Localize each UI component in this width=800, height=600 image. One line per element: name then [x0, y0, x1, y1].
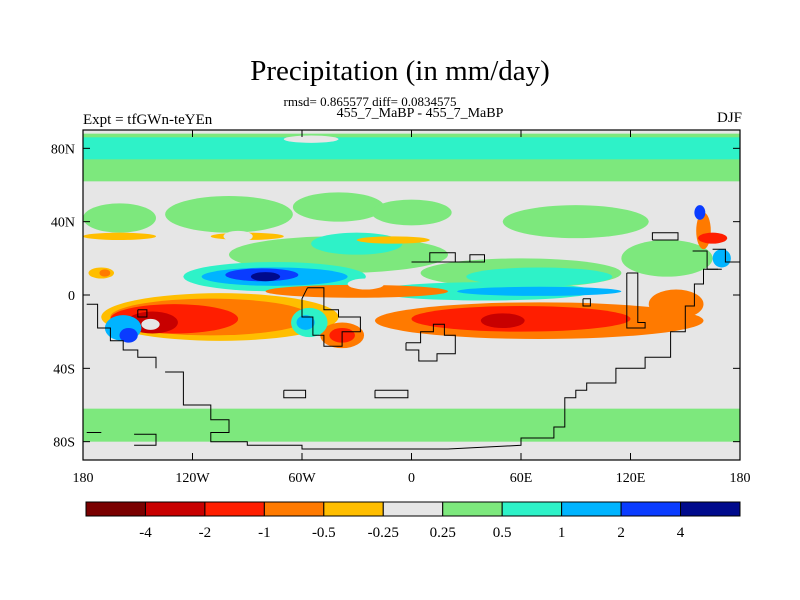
y-axis: 80N 40N 0 40S 80S — [51, 142, 740, 451]
x-tick-label: 60W — [288, 471, 316, 486]
y-tick-label: 40N — [51, 216, 75, 231]
coastline-8 — [134, 433, 157, 446]
field-anomaly-44 — [223, 230, 253, 242]
field-anomaly-3 — [83, 203, 156, 233]
field-anomaly-30 — [296, 315, 315, 330]
field-anomaly-37 — [698, 232, 728, 244]
coastline-5 — [411, 252, 485, 263]
field-anomaly-4 — [165, 196, 293, 233]
field-anomaly-25 — [119, 328, 138, 343]
colorbar-box-4 — [323, 501, 384, 517]
field-anomaly-33 — [480, 313, 525, 328]
x-axis: 180 120W 60W 0 60E 120E 180 — [73, 130, 751, 486]
colorbar-label: -1 — [258, 525, 271, 541]
field-anomaly-5 — [292, 192, 385, 222]
colorbar-label: -4 — [139, 525, 152, 541]
coastline-0 — [86, 303, 157, 369]
colorbar-label: 0.25 — [430, 525, 456, 541]
colorbar-box-0 — [85, 501, 146, 517]
field-band-1 — [83, 137, 740, 160]
colorbar-label: 1 — [558, 525, 566, 541]
stats-line: rmsd= 0.865577 diff= 0.0834575 — [283, 94, 457, 109]
colorbar-box-8 — [561, 501, 622, 517]
colorbar-label: 4 — [677, 525, 685, 541]
colorbar-label: -0.25 — [368, 525, 399, 541]
x-tick-label: 0 — [408, 471, 415, 486]
colorbar-box-1 — [144, 501, 206, 517]
field-anomaly-9 — [311, 232, 403, 255]
coastline-11 — [712, 248, 740, 263]
colorbar-label: 2 — [617, 525, 625, 541]
colorbar-box-3 — [263, 501, 325, 517]
coastline-2 — [165, 268, 722, 450]
field-anomaly-23 — [141, 318, 160, 330]
x-tick-label: 180 — [73, 471, 94, 486]
y-tick-label: 0 — [68, 289, 75, 304]
field-anomaly-41 — [83, 232, 156, 240]
field-anomaly-11 — [466, 267, 613, 286]
coastline-3 — [301, 287, 361, 347]
colorbar-box-6 — [442, 501, 503, 517]
colorbar-box-5 — [382, 501, 444, 517]
case-line: 455_7_MaBP - 455_7_MaBP — [336, 106, 504, 121]
coastline-10 — [692, 250, 719, 270]
coastline-9 — [651, 232, 679, 241]
coastline-7 — [374, 389, 409, 399]
field-anomaly-38 — [712, 249, 731, 268]
field-anomaly-47 — [283, 135, 339, 143]
y-tick-label: 40S — [53, 362, 75, 377]
colorbar-box-7 — [501, 501, 563, 517]
field-band-2 — [83, 408, 740, 442]
colorbar-box-10 — [680, 501, 741, 517]
y-tick-label: 80N — [51, 142, 75, 157]
coastlines — [86, 232, 740, 450]
field-anomaly-12 — [621, 240, 713, 277]
y-tick-label: 80S — [53, 436, 75, 451]
coastline-4 — [405, 323, 456, 362]
colorbar: -4 -2 -1 -0.5 -0.25 0.25 0.5 1 2 4 — [85, 501, 741, 541]
colorbar-box-2 — [204, 501, 265, 517]
field-anomaly-7 — [502, 205, 649, 239]
colorbar-label: -2 — [199, 525, 212, 541]
field-anomaly-36 — [694, 205, 706, 220]
field-anomaly-46 — [126, 383, 149, 391]
precipitation-field — [83, 130, 740, 460]
x-tick-label: 60E — [510, 471, 533, 486]
field-anomaly-18 — [457, 286, 622, 296]
field-anomaly-16 — [250, 272, 281, 282]
chart-title: Precipitation (in mm/day) — [250, 55, 550, 87]
colorbar-box-9 — [620, 501, 682, 517]
experiment-label: Expt = tfGWn-teYEn — [83, 112, 213, 128]
coastline-1 — [137, 309, 148, 318]
coastline-14 — [582, 298, 591, 307]
field-anomaly-45 — [347, 278, 385, 290]
field-anomaly-40 — [99, 269, 111, 277]
x-tick-label: 180 — [730, 471, 751, 486]
colorbar-label: 0.5 — [493, 525, 512, 541]
field-anomaly-43 — [356, 236, 430, 244]
x-tick-label: 120W — [175, 471, 210, 486]
colorbar-label: -0.5 — [312, 525, 336, 541]
field-anomaly-6 — [371, 199, 452, 226]
field-anomaly-34 — [648, 289, 704, 319]
coastline-6 — [283, 389, 307, 399]
x-tick-label: 120E — [616, 471, 646, 486]
coastline-12 — [626, 272, 646, 329]
season-label: DJF — [716, 110, 742, 126]
